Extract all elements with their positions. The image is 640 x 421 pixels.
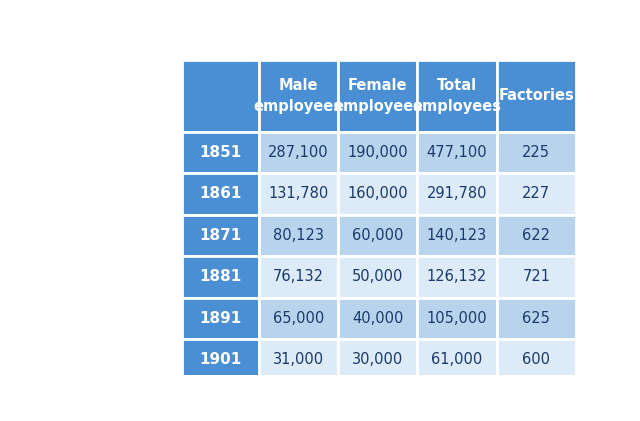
Text: 190,000: 190,000 [348,145,408,160]
Bar [417,173,497,215]
Text: 131,780: 131,780 [268,187,328,201]
Text: 105,000: 105,000 [427,311,487,326]
Bar [259,298,338,339]
Text: 140,123: 140,123 [427,228,487,243]
Text: 225: 225 [522,145,550,160]
Text: 291,780: 291,780 [427,187,487,201]
Text: Total
employees: Total employees [412,78,502,114]
Text: 1871: 1871 [199,228,241,243]
Bar [182,131,259,173]
Text: 61,000: 61,000 [431,352,483,367]
Text: Factories: Factories [499,88,574,104]
Text: 1851: 1851 [199,145,241,160]
Bar [338,256,417,298]
Bar [259,131,338,173]
Bar [182,173,259,215]
Bar [338,131,417,173]
Bar [417,215,497,256]
Bar [259,173,338,215]
Bar [182,298,259,339]
Bar [497,298,576,339]
Text: 76,132: 76,132 [273,269,324,284]
Text: 40,000: 40,000 [352,311,403,326]
Bar [497,173,576,215]
Bar [497,256,576,298]
Bar [497,339,576,381]
Bar [417,256,497,298]
Text: 287,100: 287,100 [268,145,328,160]
Bar [417,60,497,131]
Text: 160,000: 160,000 [348,187,408,201]
Bar [497,131,576,173]
Bar [182,339,259,381]
Bar [259,339,338,381]
Text: 80,123: 80,123 [273,228,324,243]
Text: 227: 227 [522,187,550,201]
Text: 1901: 1901 [199,352,241,367]
Bar [338,173,417,215]
Bar [182,256,259,298]
Bar [497,60,576,131]
Text: 625: 625 [522,311,550,326]
Bar [338,298,417,339]
Bar [182,60,259,131]
Text: 126,132: 126,132 [427,269,487,284]
Bar [259,256,338,298]
Bar [338,60,417,131]
Bar [338,215,417,256]
Bar [417,339,497,381]
Text: 50,000: 50,000 [352,269,403,284]
Bar [259,215,338,256]
Bar [497,215,576,256]
Bar [417,298,497,339]
Text: 30,000: 30,000 [352,352,403,367]
Text: 622: 622 [522,228,550,243]
Text: 65,000: 65,000 [273,311,324,326]
Text: 60,000: 60,000 [352,228,403,243]
Bar [182,215,259,256]
Text: 31,000: 31,000 [273,352,324,367]
Bar [259,60,338,131]
Bar [338,339,417,381]
Bar [417,131,497,173]
Text: 1881: 1881 [199,269,241,284]
Text: 1891: 1891 [199,311,241,326]
Text: 600: 600 [522,352,550,367]
Text: 477,100: 477,100 [427,145,487,160]
Text: 721: 721 [522,269,550,284]
Text: 1861: 1861 [199,187,241,201]
Text: Male
employees: Male employees [253,78,343,114]
Text: Female
employees: Female employees [333,78,422,114]
